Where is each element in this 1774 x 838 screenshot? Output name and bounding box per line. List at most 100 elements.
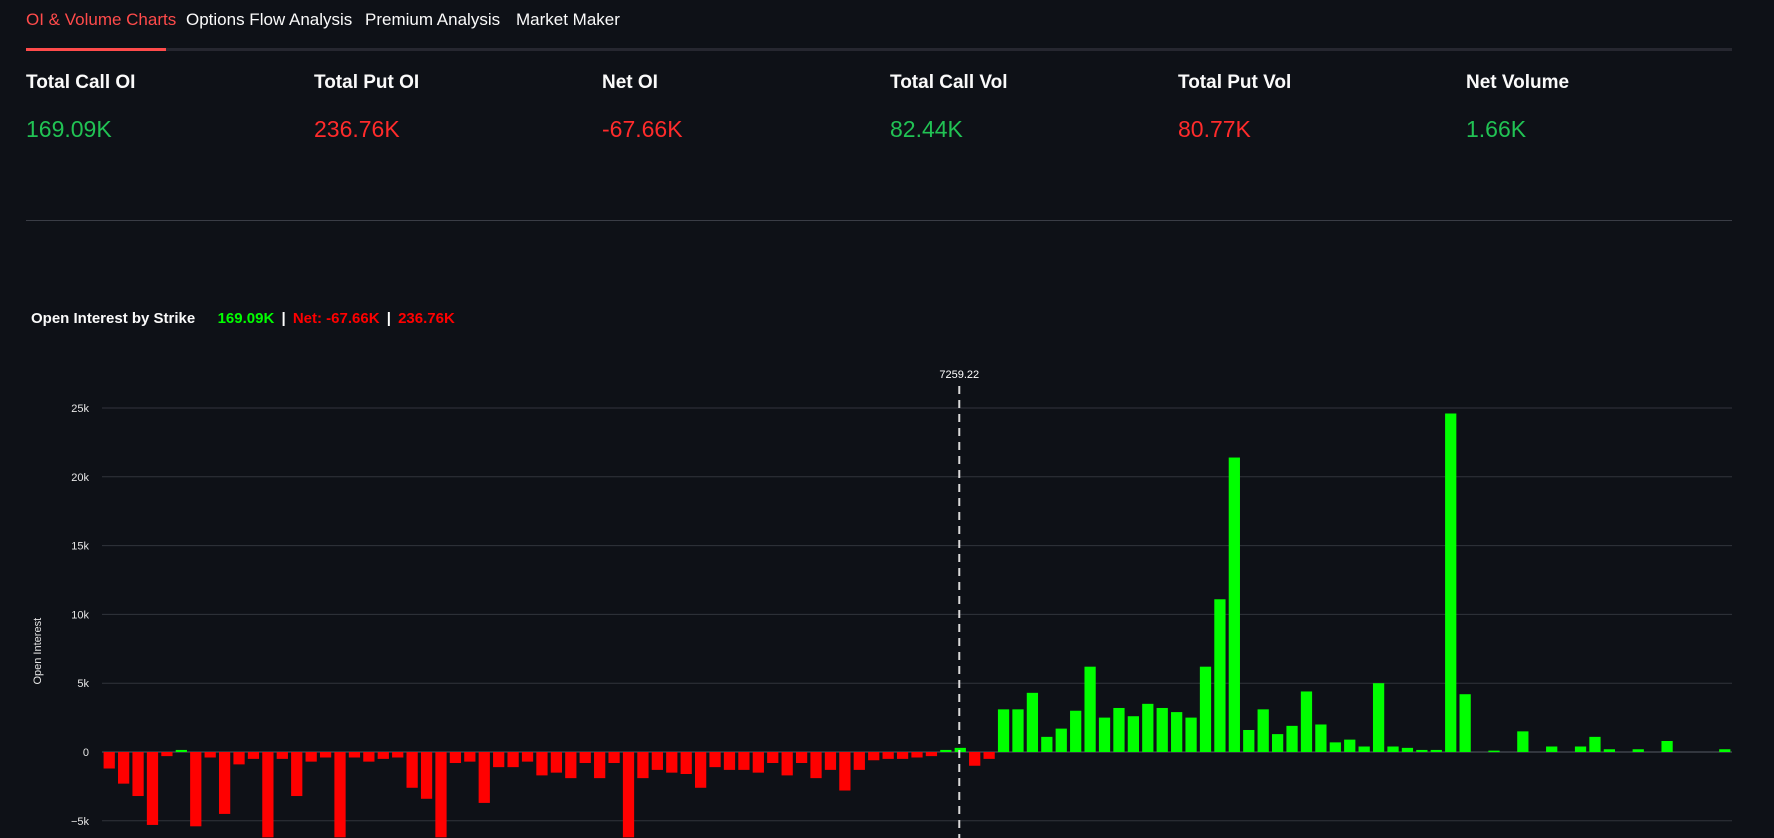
metric-value: 169.09K	[26, 116, 112, 142]
bar	[1084, 666, 1096, 752]
tab-market-maker[interactable]: Market Maker	[516, 10, 620, 48]
tab-label: Market Maker	[516, 10, 620, 29]
bar	[781, 752, 793, 776]
bar	[1445, 413, 1457, 752]
bar	[853, 752, 865, 770]
metric-value: 236.76K	[314, 116, 400, 142]
bar	[738, 752, 750, 770]
bar	[1171, 712, 1183, 752]
bar	[651, 752, 663, 770]
bar	[1401, 747, 1414, 752]
bar	[550, 752, 563, 773]
bar	[536, 752, 548, 776]
bar	[1488, 750, 1500, 753]
bar	[896, 752, 909, 759]
bar	[276, 752, 288, 759]
chart-title: Open Interest by Strike 169.09K | Net: -…	[31, 310, 455, 327]
bar	[204, 752, 216, 758]
bar	[723, 752, 736, 770]
bar	[420, 752, 433, 799]
metric-label: Total Put OI	[314, 72, 420, 93]
bar	[1271, 734, 1284, 752]
bar	[118, 752, 130, 784]
bar	[1185, 717, 1197, 752]
bar	[1358, 746, 1370, 752]
metric-total-call-oi: Total Call OI 169.09K	[26, 72, 135, 143]
tab-oi-volume-charts[interactable]: OI & Volume Charts	[26, 10, 176, 51]
y-tick-label: 5k	[77, 678, 89, 690]
bar	[1632, 749, 1644, 752]
bar	[608, 752, 620, 764]
bar	[969, 752, 981, 766]
chart-title-call-total: 169.09K	[217, 310, 275, 327]
bar	[435, 752, 447, 838]
tab-bar: OI & Volume Charts Options Flow Analysis…	[26, 0, 1732, 51]
bar	[521, 752, 534, 762]
bar	[709, 752, 721, 768]
bar	[954, 747, 966, 752]
bar	[997, 709, 1010, 752]
bar	[594, 752, 606, 779]
bar	[839, 752, 851, 791]
bar	[1070, 710, 1082, 752]
bar	[1661, 740, 1673, 752]
bar	[882, 752, 894, 759]
bar	[449, 752, 462, 764]
open-interest-chart[interactable]: 25k 20k 15k 10k 5k 0 −5k Open Interest 7259.22	[0, 360, 1774, 838]
bar	[1589, 736, 1601, 752]
bar	[1127, 716, 1139, 752]
bar	[1243, 729, 1255, 752]
bar	[925, 752, 938, 757]
y-tick-label: 15k	[71, 541, 89, 553]
bar	[767, 752, 779, 764]
metric-net-volume: Net Volume 1.66K	[1466, 72, 1569, 143]
bar	[392, 752, 404, 758]
bar	[1300, 691, 1313, 752]
bar	[1257, 709, 1269, 752]
y-tick-label: −5k	[71, 816, 90, 828]
chart-title-net: Net: -67.66K	[292, 310, 380, 327]
bar	[1329, 742, 1341, 752]
bar	[1719, 749, 1731, 752]
bar	[1344, 739, 1356, 752]
bar	[175, 749, 187, 752]
metric-total-put-oi: Total Put OI 236.76K	[314, 72, 419, 143]
bar	[1315, 724, 1327, 752]
metric-total-call-vol: Total Call Vol 82.44K	[890, 72, 1008, 143]
tab-label: Options Flow Analysis	[186, 10, 353, 29]
bar	[565, 752, 577, 779]
bar	[824, 752, 837, 770]
bar	[161, 752, 173, 757]
metric-label: Total Put Vol	[1178, 72, 1292, 93]
chart-title-separator: |	[281, 310, 286, 327]
bar	[1012, 709, 1024, 752]
tab-options-flow-analysis[interactable]: Options Flow Analysis	[186, 10, 352, 48]
bar	[666, 752, 678, 773]
bar	[291, 752, 303, 797]
active-tab-indicator	[26, 48, 166, 51]
tab-premium-analysis[interactable]: Premium Analysis	[365, 10, 500, 48]
bar	[1055, 728, 1067, 752]
bar	[695, 752, 707, 788]
chart-title-text: Open Interest by Strike	[31, 310, 196, 327]
bar	[1372, 683, 1385, 752]
y-axis-label: Open Interest	[32, 618, 44, 685]
y-tick-label: 25k	[71, 403, 89, 415]
bar	[1214, 599, 1226, 752]
bar	[305, 752, 317, 762]
bar	[1113, 707, 1125, 752]
bar	[680, 752, 692, 775]
metric-total-put-vol: Total Put Vol 80.77K	[1178, 72, 1291, 143]
y-tick-label: 10k	[71, 609, 89, 621]
metric-label: Total Call OI	[26, 72, 136, 93]
bar	[795, 752, 808, 764]
bar	[1142, 703, 1154, 752]
y-tick-label: 20k	[71, 472, 89, 484]
bar	[1574, 746, 1587, 752]
bar	[1603, 749, 1616, 752]
bar	[983, 752, 995, 759]
metric-net-oi: Net OI -67.66K	[602, 72, 683, 143]
spot-price-label: 7259.22	[939, 369, 979, 381]
bar	[1416, 749, 1428, 752]
metric-value: 82.44K	[890, 116, 963, 142]
